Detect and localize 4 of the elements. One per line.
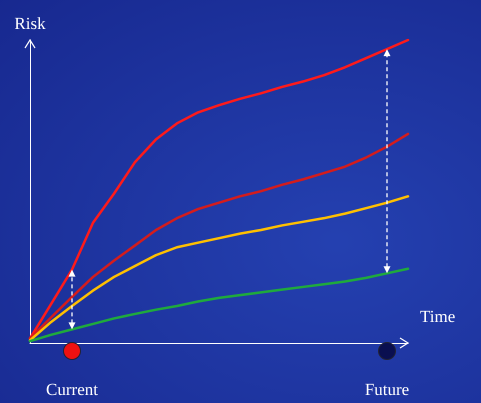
x-tick-label: Future [364, 380, 410, 399]
y-axis-title: Risk [14, 14, 46, 33]
x-axis-title: Time [420, 307, 456, 326]
x-tick-label: Current [46, 380, 98, 399]
